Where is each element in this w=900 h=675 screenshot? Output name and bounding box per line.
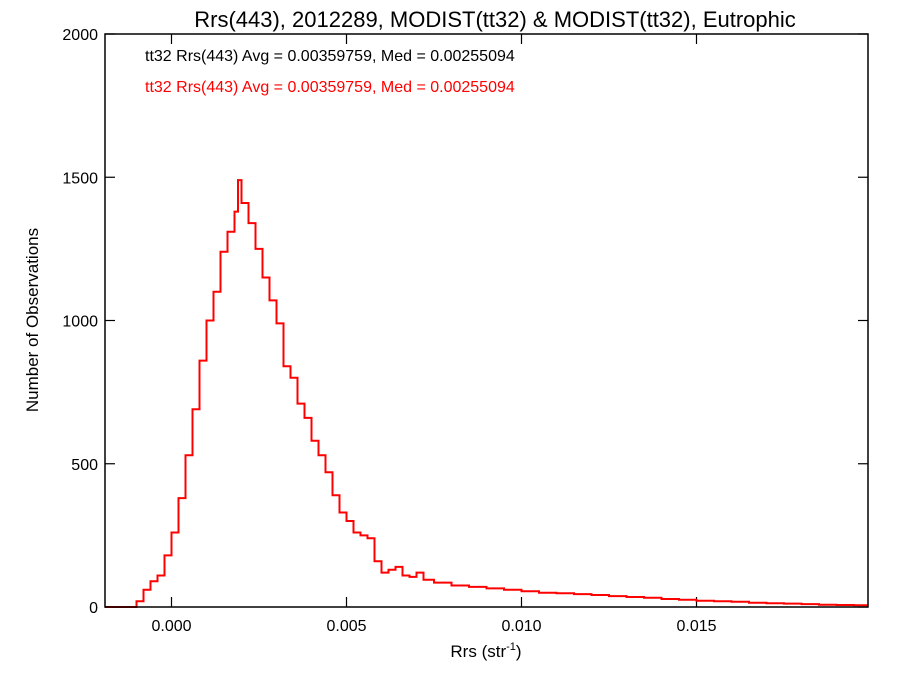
y-tick-label: 2000 xyxy=(62,27,98,44)
x-tick-label: 0.015 xyxy=(676,618,716,635)
y-tick-label: 1500 xyxy=(62,170,98,187)
chart-title: Rrs(443), 2012289, MODIST(tt32) & MODIST… xyxy=(194,7,796,32)
x-tick-label: 0.010 xyxy=(501,618,541,635)
series-line xyxy=(105,179,868,608)
x-axis-label-superscript: -1 xyxy=(506,641,516,653)
x-axis-label: Rrs (str-1) xyxy=(450,641,521,661)
plot-frame xyxy=(104,33,869,608)
y-tick-label: 0 xyxy=(89,600,98,617)
y-tick-label: 1000 xyxy=(62,314,98,331)
x-axis-label-close: ) xyxy=(516,642,522,661)
x-axis-ticks: 0.000 0.005 0.010 0.015 xyxy=(151,34,717,635)
y-tick-label: 500 xyxy=(71,457,98,474)
annotation-red: tt32 Rrs(443) Avg = 0.00359759, Med = 0.… xyxy=(145,79,515,96)
x-axis-label-main: Rrs (str xyxy=(450,642,506,661)
annotation-black: tt32 Rrs(443) Avg = 0.00359759, Med = 0.… xyxy=(145,48,515,65)
x-tick-label: 0.005 xyxy=(326,618,366,635)
y-axis-label: Number of Observations xyxy=(23,228,42,412)
y-axis-ticks: 0 500 1000 1500 2000 xyxy=(62,27,868,617)
x-tick-label: 0.000 xyxy=(151,618,191,635)
